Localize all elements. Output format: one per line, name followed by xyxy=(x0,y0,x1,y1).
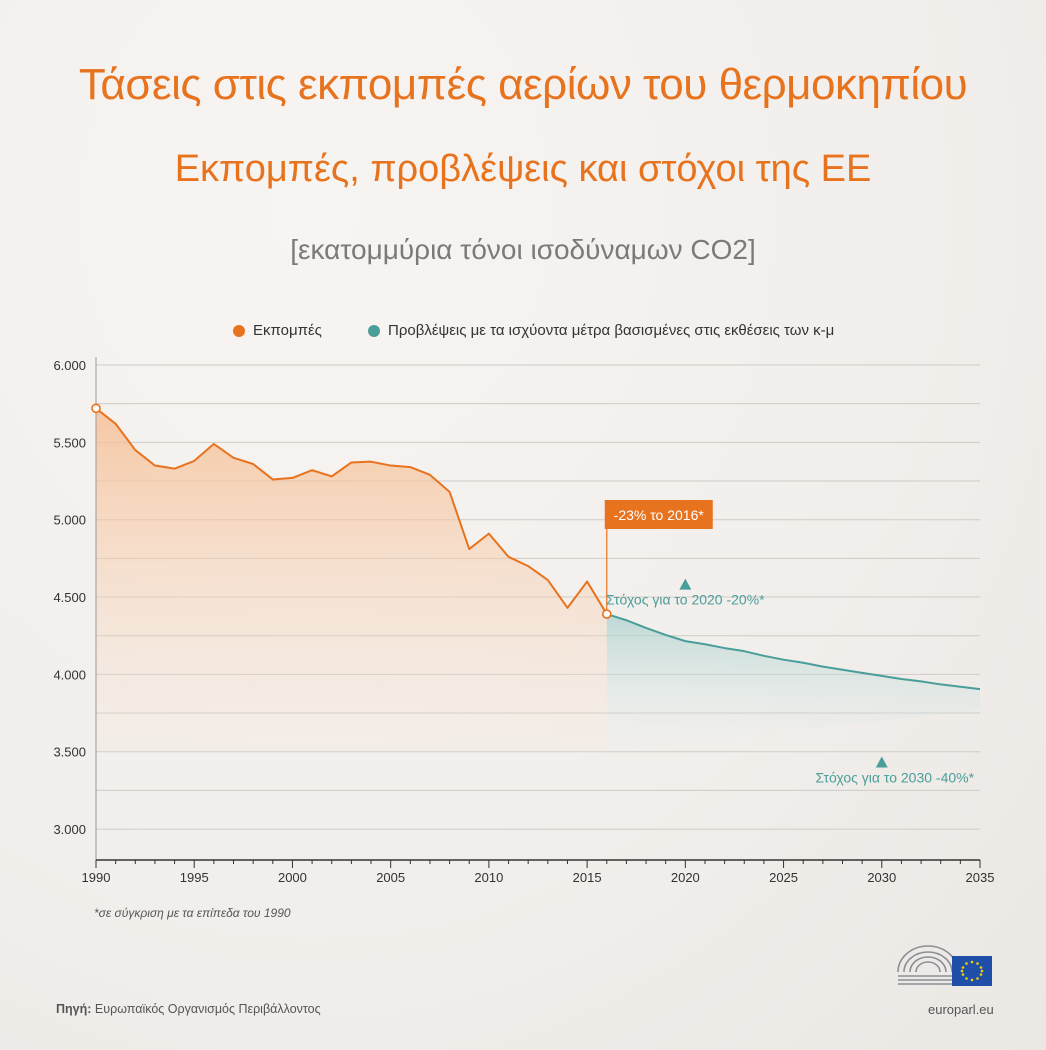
emissions-line xyxy=(95,407,608,615)
x-tick-label: 1990 xyxy=(82,870,111,885)
callout-label: -23% το 2016* xyxy=(614,507,705,523)
area-fills xyxy=(96,408,980,752)
legend-label-emissions: Εκπομπές xyxy=(253,322,322,339)
x-tick-label: 2035 xyxy=(966,870,995,885)
source-prefix: Πηγή: xyxy=(56,1002,92,1016)
series-lines xyxy=(95,407,981,691)
x-tick-label: 2020 xyxy=(671,870,700,885)
emissions-end-point xyxy=(601,609,612,619)
x-tick-label: 2030 xyxy=(867,870,896,885)
y-tick-label: 3.000 xyxy=(53,822,86,837)
callout-box xyxy=(604,500,713,529)
projections-dot-icon xyxy=(368,324,380,337)
x-tick-label: 2005 xyxy=(376,870,405,885)
y-tick-label: 5.000 xyxy=(53,513,86,528)
target-label: Στόχος για το 2020 -20%* xyxy=(606,592,765,608)
source-note: Πηγή: Ευρωπαϊκός Οργανισμός Περιβάλλοντο… xyxy=(56,1002,321,1016)
axes: 6.000 5.500 5.000 4.500 4.000 3.500 3.000 1990 1… xyxy=(53,357,994,885)
legend-item-emissions: Εκπομπές xyxy=(233,322,322,339)
x-tick-label: 2015 xyxy=(573,870,602,885)
footnote: *σε σύγκριση με τα επίπεδα του 1990 xyxy=(94,906,291,920)
legend: Εκπομπές Προβλέψεις με τα ισχύοντα μέτρα… xyxy=(0,322,1046,346)
y-tick-label: 3.500 xyxy=(53,745,86,760)
target-marker-icon xyxy=(875,756,888,768)
legend-item-projections: Προβλέψεις με τα ισχύοντα μέτρα βασισμέν… xyxy=(368,322,834,339)
page-subtitle: Εκπομπές, προβλέψεις και στόχοι της ΕΕ xyxy=(174,148,872,190)
emissions-area xyxy=(96,408,607,752)
chart-marks: -23% το 2016* Στόχος για το 2020 -20%* Στό… xyxy=(91,403,975,786)
emissions-dot-icon xyxy=(233,324,245,337)
x-tick-label: 1995 xyxy=(180,870,209,885)
x-tick-label: 2000 xyxy=(278,870,307,885)
y-tick-label: 5.500 xyxy=(53,435,86,450)
y-tick-label: 6.000 xyxy=(53,358,86,373)
page-title: Τάσεις στις εκπομπές αερίων του θερμοκηπ… xyxy=(78,60,968,109)
target-label: Στόχος για το 2030 -40%* xyxy=(815,770,974,786)
y-tick-label: 4.500 xyxy=(53,590,86,605)
x-tick-label: 2010 xyxy=(474,870,503,885)
x-tick-label: 2025 xyxy=(769,870,798,885)
site-url: europarl.eu xyxy=(928,1002,994,1017)
projections-line xyxy=(606,613,981,691)
projections-area xyxy=(606,614,980,752)
target-marker-icon xyxy=(679,578,692,590)
source-text: Ευρωπαϊκός Οργανισμός Περιβάλλοντος xyxy=(94,1002,321,1016)
units-label: [εκατομμύρια τόνοι ισοδύναμων CO2] xyxy=(290,234,756,265)
y-tick-label: 4.000 xyxy=(53,667,86,682)
emissions-start-point xyxy=(91,403,101,414)
legend-label-projections: Προβλέψεις με τα ισχύοντα μέτρα βασισμέν… xyxy=(388,322,835,339)
european-parliament-logo-icon xyxy=(897,945,992,986)
